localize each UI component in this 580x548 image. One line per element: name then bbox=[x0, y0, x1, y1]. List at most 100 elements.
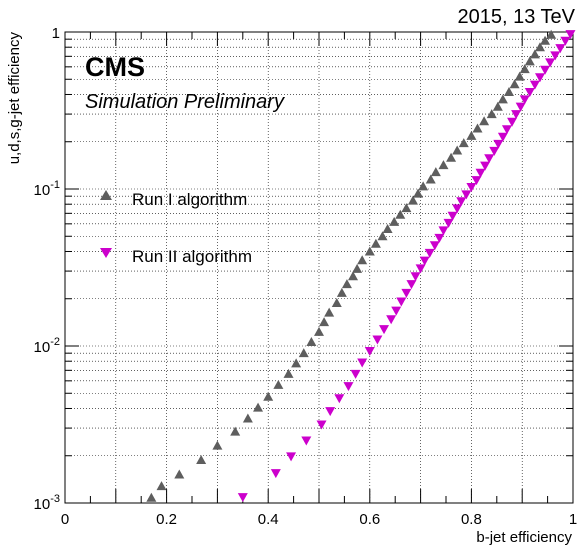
data-point bbox=[550, 51, 561, 61]
data-point bbox=[410, 272, 421, 282]
data-point bbox=[461, 190, 472, 200]
data-point bbox=[196, 454, 207, 464]
x-tick-label: 0.4 bbox=[258, 511, 279, 528]
data-point bbox=[230, 426, 241, 436]
data-point bbox=[438, 226, 449, 236]
data-point bbox=[424, 248, 435, 258]
data-point bbox=[540, 65, 551, 75]
data-point bbox=[301, 436, 312, 446]
data-point bbox=[357, 358, 368, 368]
data-point bbox=[382, 224, 393, 234]
data-point bbox=[324, 307, 335, 317]
data-point bbox=[377, 231, 388, 241]
legend-marker-run1 bbox=[100, 190, 112, 200]
data-point bbox=[501, 125, 512, 135]
data-point bbox=[452, 145, 463, 155]
data-point bbox=[357, 255, 368, 265]
data-point bbox=[480, 161, 491, 171]
data-point bbox=[306, 337, 317, 347]
data-point bbox=[425, 174, 436, 184]
data-point bbox=[456, 197, 467, 207]
legend-label-run2: Run II algorithm bbox=[132, 247, 252, 266]
data-point bbox=[446, 152, 457, 162]
data-point bbox=[391, 306, 402, 316]
data-point bbox=[484, 154, 495, 164]
data-point bbox=[343, 382, 354, 392]
data-point bbox=[379, 325, 390, 335]
x-tick-labels: 0 0.2 0.4 0.6 0.8 1 bbox=[61, 511, 577, 528]
data-point bbox=[270, 469, 281, 479]
data-point bbox=[370, 238, 381, 248]
simulation-label: Simulation Preliminary bbox=[85, 91, 285, 113]
data-point bbox=[348, 271, 359, 281]
data-point bbox=[514, 71, 525, 81]
data-point bbox=[407, 195, 418, 205]
y-tick-label: 1 bbox=[52, 25, 60, 42]
y-tick-label: 10-3 bbox=[34, 493, 60, 513]
data-point bbox=[493, 139, 504, 149]
data-point bbox=[314, 326, 324, 336]
data-point bbox=[479, 116, 490, 126]
data-point bbox=[472, 123, 483, 133]
data-point bbox=[447, 211, 458, 221]
data-point bbox=[334, 394, 345, 404]
data-point bbox=[253, 402, 264, 412]
data-point bbox=[146, 492, 157, 502]
data-point bbox=[350, 369, 361, 379]
data-point bbox=[466, 130, 477, 140]
data-point bbox=[319, 317, 330, 327]
data-point bbox=[565, 30, 576, 40]
data-point bbox=[341, 279, 352, 289]
data-point bbox=[174, 469, 185, 479]
legend: Run I algorithm Run II algorithm bbox=[100, 190, 252, 266]
data-point bbox=[458, 138, 469, 148]
data-point bbox=[419, 256, 430, 266]
data-point bbox=[364, 346, 375, 356]
data-point bbox=[471, 176, 482, 186]
data-point bbox=[466, 182, 477, 192]
data-point bbox=[396, 297, 407, 307]
data-point bbox=[529, 80, 540, 90]
data-point bbox=[298, 348, 309, 358]
cms-logo-text: CMS bbox=[85, 52, 145, 82]
data-point bbox=[545, 58, 556, 68]
x-axis-title: b-jet efficiency bbox=[476, 529, 572, 546]
data-point bbox=[529, 49, 540, 59]
data-point bbox=[519, 64, 530, 74]
data-point bbox=[325, 407, 336, 417]
energy-label: 2015, 13 TeV bbox=[457, 6, 575, 28]
data-point bbox=[475, 168, 486, 178]
series-1 bbox=[146, 29, 557, 502]
data-point bbox=[429, 241, 440, 251]
data-point bbox=[372, 335, 383, 345]
data-point bbox=[555, 44, 566, 54]
data-point bbox=[352, 263, 363, 273]
data-point bbox=[524, 56, 535, 66]
data-point bbox=[540, 35, 551, 45]
data-point bbox=[503, 86, 514, 96]
data-point bbox=[413, 188, 424, 198]
data-point bbox=[406, 280, 417, 290]
y-tick-labels: 10-3 10-2 10-1 1 bbox=[34, 25, 60, 513]
x-tick-label: 0.8 bbox=[461, 511, 482, 528]
data-point bbox=[336, 287, 347, 297]
data-point bbox=[316, 420, 327, 430]
data-point bbox=[156, 481, 167, 491]
grid-lines bbox=[65, 32, 573, 503]
data-point bbox=[486, 109, 497, 119]
data-point bbox=[443, 218, 454, 228]
data-point bbox=[386, 315, 397, 325]
legend-marker-run2 bbox=[100, 248, 112, 258]
data-point bbox=[291, 358, 302, 368]
y-tick-label: 10-1 bbox=[34, 179, 60, 199]
data-point bbox=[509, 79, 520, 89]
x-tick-label: 0.6 bbox=[359, 511, 380, 528]
data-point bbox=[519, 95, 530, 105]
data-point bbox=[283, 368, 294, 378]
data-point bbox=[534, 42, 545, 52]
legend-label-run1: Run I algorithm bbox=[132, 190, 247, 209]
data-point bbox=[515, 102, 526, 112]
data-point bbox=[415, 264, 426, 274]
data-point bbox=[401, 288, 412, 298]
